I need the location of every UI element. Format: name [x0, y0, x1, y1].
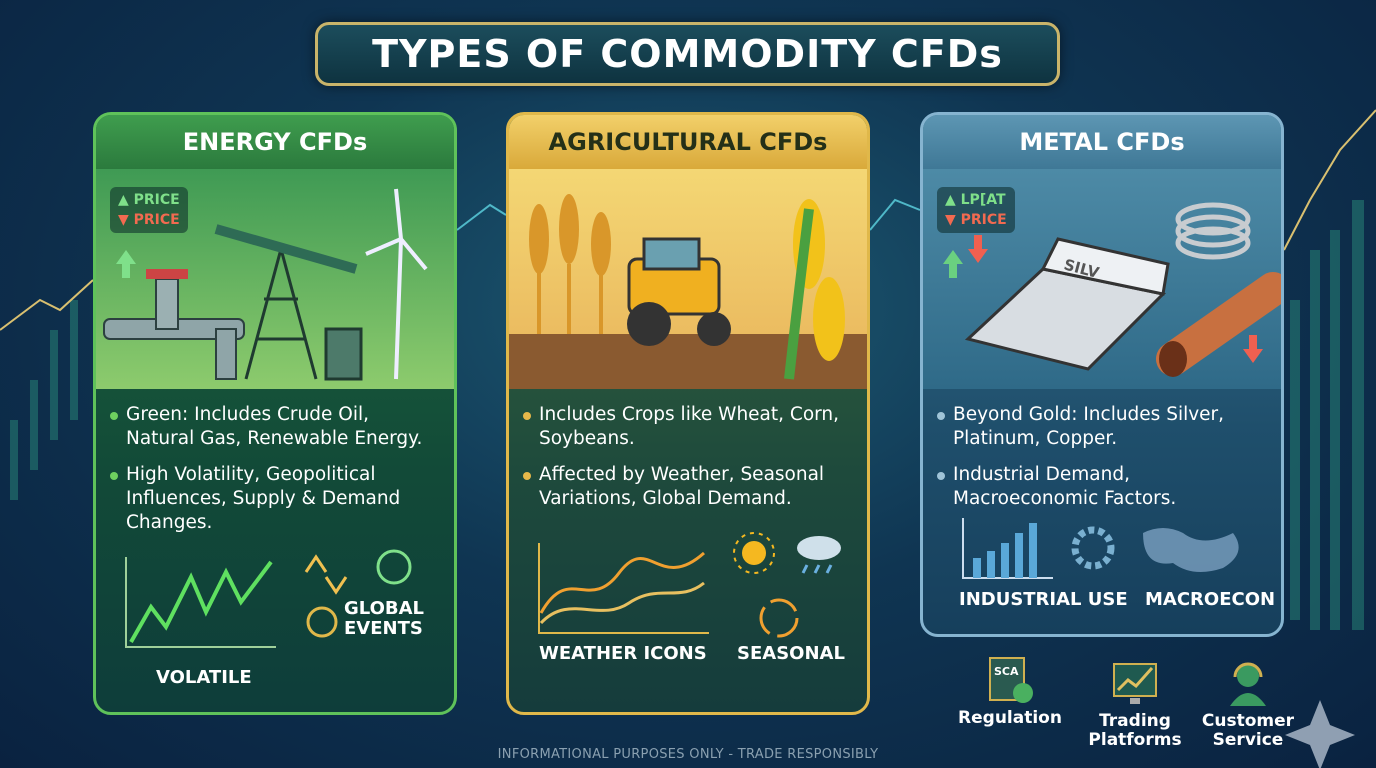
metal-cfds-card: METAL CFDs ▲ LP[AT ▼ PRICE SILV Beyond Go…	[920, 112, 1284, 637]
bar-chart-icon	[962, 518, 1053, 579]
wire-coil-icon	[1175, 202, 1251, 260]
world-map-icon	[1143, 528, 1239, 572]
down-arrow-icon	[1243, 335, 1263, 363]
bullet-item: Affected by Weather, Seasonal Variations…	[523, 463, 845, 511]
price-indicator: ▲ PRICE ▼ PRICE	[110, 187, 188, 233]
bullet-item: High Volatility, Geopolitical Influences…	[110, 463, 432, 535]
down-arrow-icon	[968, 235, 988, 263]
energy-illustration: ▲ PRICE ▼ PRICE	[96, 169, 454, 389]
sparkle-icon	[1285, 700, 1355, 768]
card-title: AGRICULTURAL CFDs	[509, 115, 867, 169]
card-title: METAL CFDs	[923, 115, 1281, 169]
tractor-icon	[627, 237, 731, 346]
bullet-item: Industrial Demand, Macroeconomic Factors…	[937, 463, 1259, 511]
label-macroecon: MACROECON	[1145, 589, 1276, 610]
label-weather-icons: WEATHER ICONS	[539, 643, 707, 664]
wind-turbine-icon	[365, 188, 428, 380]
label-global-events: GLOBAL EVENTS	[344, 598, 425, 639]
label-volatile: VOLATILE	[156, 667, 252, 688]
seasonal-cycle-icon	[759, 598, 799, 638]
wheat-icon	[529, 194, 611, 334]
globe-icon	[306, 606, 338, 638]
customer-service-item: Customer Service	[1188, 662, 1308, 750]
energy-cfds-card: ENERGY CFDs ▲ PRICE ▼ PRICE Green: Includ…	[93, 112, 457, 715]
corn-icon	[784, 199, 845, 380]
volatile-chart-icon	[125, 557, 276, 648]
bullet-item: Beyond Gold: Includes Silver, Platinum, …	[937, 403, 1259, 451]
label-seasonal: SEASONAL	[737, 643, 845, 664]
disclaimer-footer: INFORMATIONAL PURPOSES ONLY - TRADE RESP…	[497, 747, 879, 762]
line-chart-icon	[538, 543, 709, 634]
up-arrow-icon	[943, 250, 963, 278]
price-indicator: ▲ LP[AT ▼ PRICE	[937, 187, 1015, 233]
card-title: ENERGY CFDs	[96, 115, 454, 169]
title-banner: TYPES OF COMMODITY CFDs	[315, 22, 1060, 86]
regulation-document-icon: SCA	[989, 657, 1033, 703]
agricultural-cfds-card: AGRICULTURAL CFDs Includes Crops like Wh…	[506, 112, 870, 715]
regulation-item: SCA Regulation	[950, 655, 1070, 728]
agricultural-illustration	[509, 169, 867, 389]
trading-monitor-icon	[1113, 663, 1157, 704]
svg-text:SCA: SCA	[994, 665, 1019, 678]
page-title: TYPES OF COMMODITY CFDs	[372, 32, 1003, 76]
label-industrial-use: INDUSTRIAL USE	[959, 589, 1128, 610]
metal-illustration: ▲ LP[AT ▼ PRICE SILV	[923, 169, 1281, 389]
copper-pipe-icon	[1156, 272, 1281, 377]
rain-cloud-icon	[797, 536, 841, 574]
up-arrow-icon	[116, 250, 136, 278]
oil-pump-icon	[214, 224, 363, 381]
gear-icon	[1071, 526, 1115, 570]
headset-agent-icon	[1230, 662, 1266, 706]
arrows-icon	[304, 554, 348, 595]
silver-bar-icon	[964, 237, 1170, 371]
pipeline-icon	[103, 269, 245, 380]
bullet-item: Includes Crops like Wheat, Corn, Soybean…	[523, 403, 845, 451]
globe-icon	[376, 549, 412, 585]
trading-platforms-item: Trading Platforms	[1075, 662, 1195, 750]
sun-icon	[733, 532, 775, 574]
bullet-item: Green: Includes Crude Oil, Natural Gas, …	[110, 403, 432, 451]
